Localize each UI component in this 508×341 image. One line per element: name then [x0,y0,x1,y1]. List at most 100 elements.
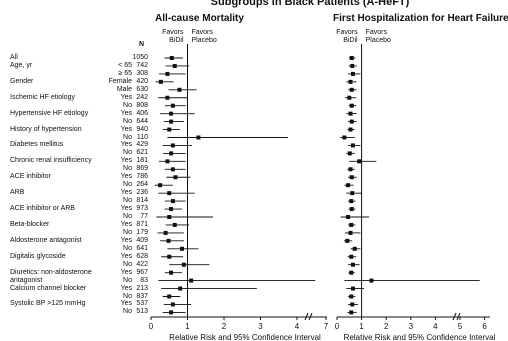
subgroup-level: No [123,260,132,268]
n-value: 420 [136,77,148,85]
x-tick-label: 0 [149,322,154,331]
subgroup-level: Yes [120,284,132,292]
point-estimate [349,119,354,124]
n-value: 837 [136,292,148,300]
point-estimate [369,278,374,283]
subgroup-level: No [123,181,132,189]
panel-title: First Hospitalization for Heart Failure [333,13,508,24]
subgroup-level: No [123,244,132,252]
point-estimate [158,183,163,188]
favors-bidil-label: Favors [336,29,358,36]
subgroup-level: Yes [120,268,132,276]
panel-title: All-cause Mortality [155,13,244,24]
subgroup-level: No [123,213,132,220]
n-value: 940 [136,125,148,133]
favors-bidil-label: Favors [162,29,184,36]
n-value: 1050 [132,54,148,61]
x-tick-label: 6 [482,322,487,331]
point-estimate [349,199,354,204]
n-value: 973 [136,205,148,213]
point-estimate [169,310,174,315]
point-estimate [169,207,174,212]
point-estimate [196,135,201,140]
point-estimate [170,199,175,204]
point-estimate [181,262,186,267]
point-estimate [169,111,174,116]
point-estimate [165,71,170,76]
point-estimate [350,302,355,307]
n-value: 871 [136,220,148,228]
point-estimate [348,79,353,84]
point-estimate [189,278,194,283]
subgroup-level: Yes [120,173,132,181]
favors-bidil-label: BiDil [343,37,358,44]
x-tick-label: 3 [409,322,414,331]
point-estimate [167,254,172,259]
point-estimate [350,191,355,196]
point-estimate [349,103,354,108]
subgroup-label: Age, yr [10,61,33,69]
subgroup-label: Digitalis glycoside [10,252,66,260]
n-value: 621 [136,149,148,157]
point-estimate [349,56,354,60]
point-estimate [170,103,175,108]
n-value: 429 [136,141,148,149]
n-value: 264 [136,181,148,189]
point-estimate [167,294,172,299]
x-axis-label: Relative Risk and 95% Confidence Interva… [169,333,321,341]
point-estimate [170,143,175,148]
point-estimate [167,127,172,132]
x-tick-label: 2 [222,322,227,331]
n-value: 967 [136,268,148,276]
point-estimate [350,143,355,148]
point-estimate [158,79,163,84]
subgroup-level: No [123,197,132,205]
axis-break-mark [308,312,313,321]
point-estimate [348,230,353,235]
point-estimate [167,215,172,219]
axis-break-mark [456,312,461,321]
n-value: 869 [136,165,148,173]
point-estimate [165,159,170,164]
subgroup-label: Calcium channel blocker [10,284,87,292]
point-estimate [347,151,352,156]
subgroup-level: Yes [120,93,132,101]
subgroup-label: History of hypertension [10,125,82,133]
subgroup-label: Aldosterone antagonist [10,236,82,244]
subgroup-level: Yes [120,125,132,133]
point-estimate [350,63,355,68]
point-estimate [348,127,353,132]
point-estimate [350,286,355,291]
point-estimate [347,95,352,100]
subgroup-level: No [123,292,132,300]
n-value: 513 [136,308,148,316]
point-estimate [345,238,350,243]
point-estimate [169,56,174,60]
subgroup-level: ≥ 65 [118,69,132,77]
point-estimate [348,111,353,116]
n-value: 242 [136,93,148,101]
x-tick-label: 4 [295,322,300,331]
n-value: 628 [136,252,148,260]
subgroup-label: Systolic BP >125 mmHg [10,300,86,308]
point-estimate [349,254,354,259]
point-estimate [167,191,172,196]
x-tick-label: 0 [335,322,340,331]
x-tick-label: 1 [359,322,364,331]
subgroup-level: No [123,165,132,173]
point-estimate [346,215,351,219]
subgroup-label: Beta-blocker [10,220,50,228]
subgroup-level: Male [116,85,132,93]
figure-title: Subgroups in Black Patients (A-HeFT) [210,0,410,8]
n-value: 236 [136,189,148,197]
subgroup-level: No [123,276,132,284]
favors-placebo-label: Favors [365,29,387,36]
subgroup-level: Yes [120,109,132,117]
n-value: 181 [136,157,148,165]
axis-break-mark [452,312,457,321]
subgroup-label: ACE inhibitor or ARB [10,205,75,213]
point-estimate [165,95,170,100]
subgroup-label: ACE inhibitor [10,173,51,181]
subgroup-level: Yes [120,157,132,165]
favors-placebo-label: Placebo [191,37,217,44]
